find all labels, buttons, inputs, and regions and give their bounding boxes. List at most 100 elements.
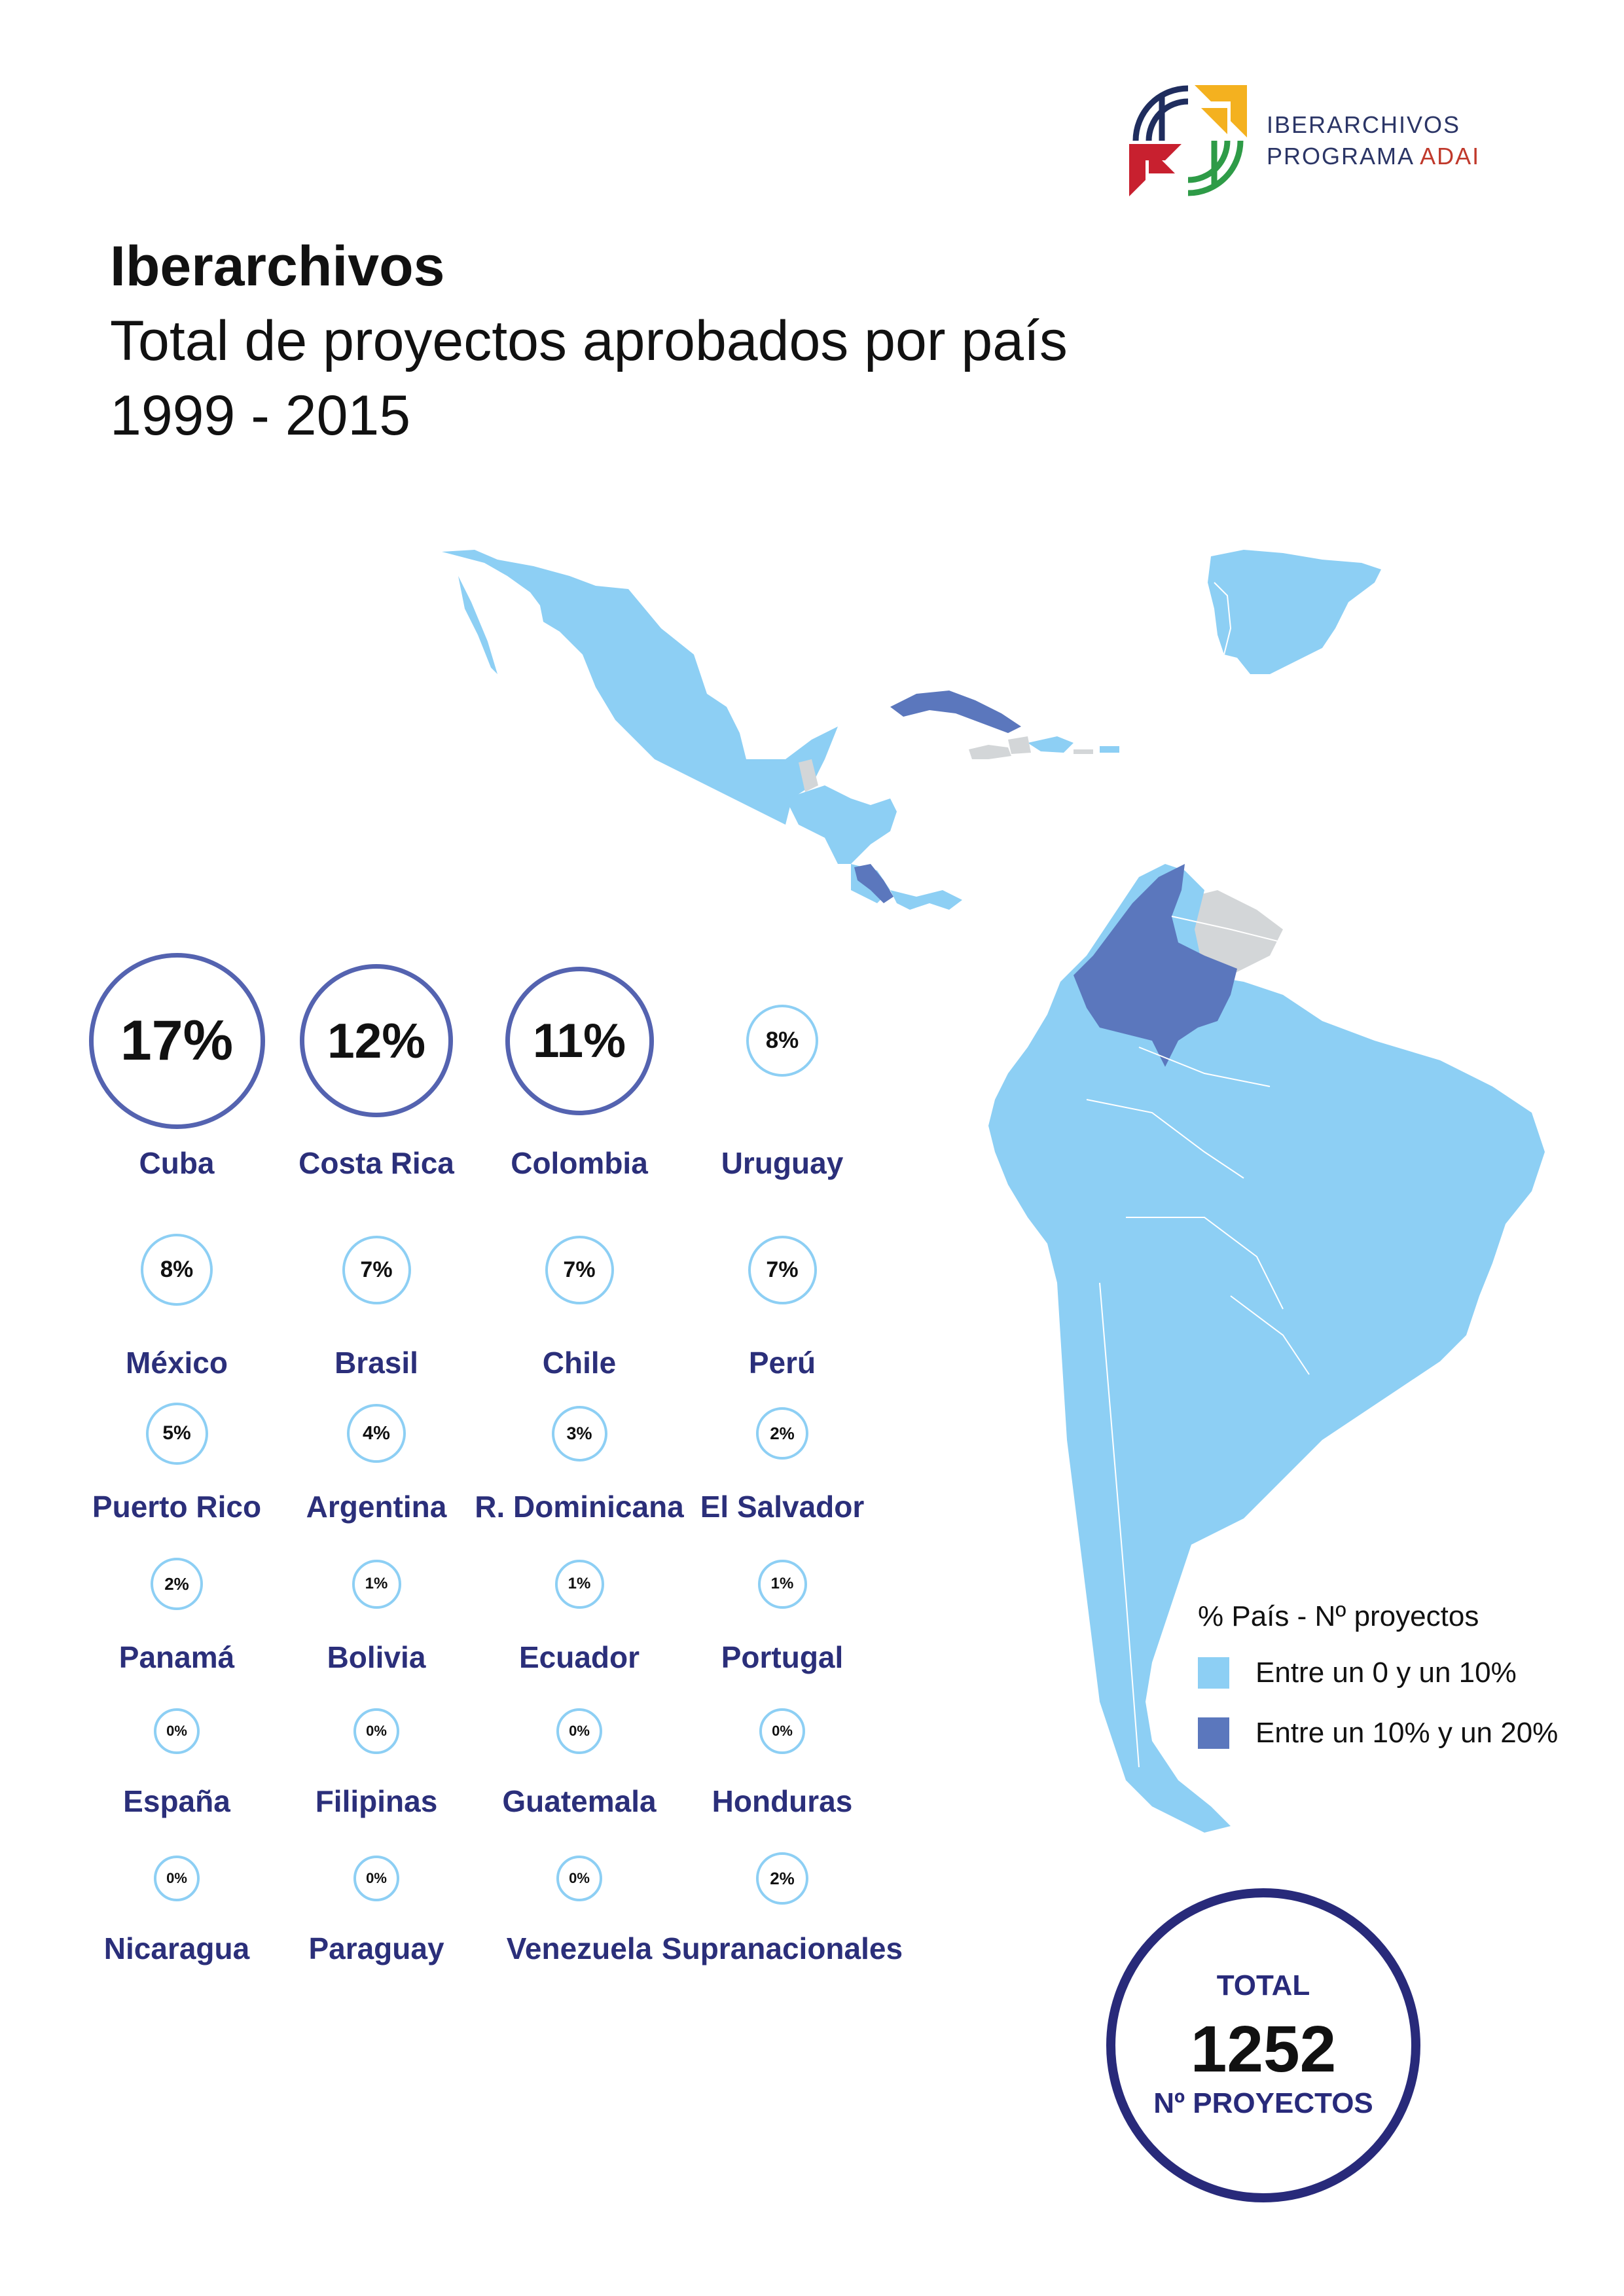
percent-ring: 3% — [551, 1405, 607, 1462]
percent-ring: 17% — [88, 952, 265, 1129]
total-label: TOTAL — [1216, 1969, 1310, 2001]
country-label: Chile — [542, 1346, 617, 1380]
country-stat: 0% Honduras — [712, 1708, 852, 1818]
percent-ring: 7% — [748, 1235, 817, 1304]
country-stat: 2% Supranacionales — [662, 1852, 903, 1965]
percent-ring: 0% — [353, 1856, 399, 1901]
page-title: Iberarchivos Total de proyectos aprobado… — [110, 229, 1068, 453]
country-stat: 5% Puerto Rico — [92, 1402, 261, 1524]
country-stat: 2% El Salvador — [700, 1407, 864, 1524]
logo-accent: ADAI — [1420, 143, 1481, 170]
south-america-shape — [988, 864, 1545, 1833]
country-stat: 8% México — [126, 1234, 228, 1380]
percent-ring: 7% — [342, 1235, 411, 1304]
country-label: Cuba — [139, 1146, 215, 1180]
percent-ring: 8% — [141, 1234, 213, 1306]
country-label: Guatemala — [502, 1784, 657, 1818]
legend: % País - Nº proyectos Entre un 0 y un 10… — [1198, 1600, 1558, 1777]
country-stat: 4% Argentina — [306, 1404, 446, 1524]
country-label: Honduras — [712, 1784, 853, 1818]
country-stat: 0% Paraguay — [308, 1856, 444, 1965]
country-stat: 3% R. Dominicana — [475, 1405, 684, 1524]
country-label: Bolivia — [327, 1640, 426, 1674]
country-stat: 17% Cuba — [88, 952, 265, 1180]
total-unit: Nº PROYECTOS — [1153, 2087, 1373, 2119]
country-stat: 0% Venezuela — [507, 1856, 652, 1965]
legend-label-high: Entre un 10% y un 20% — [1255, 1717, 1559, 1749]
percent-ring: 7% — [545, 1235, 614, 1304]
percent-ring: 2% — [756, 1852, 808, 1905]
colombia-shape — [1074, 864, 1237, 1067]
country-label: Supranacionales — [661, 1931, 903, 1965]
percent-ring: 0% — [154, 1708, 200, 1754]
title-subtitle: Total de proyectos aprobados por país — [110, 310, 1068, 372]
country-label: Argentina — [306, 1490, 447, 1524]
iberia-shape — [1208, 550, 1381, 674]
title-years: 1999 - 2015 — [110, 384, 411, 447]
country-label: Paraguay — [308, 1931, 444, 1965]
percent-ring: 0% — [556, 1708, 602, 1754]
legend-label-low: Entre un 0 y un 10% — [1255, 1657, 1517, 1689]
percent-ring: 5% — [145, 1402, 208, 1465]
country-stat: 0% España — [123, 1708, 230, 1818]
country-label: Perú — [748, 1346, 816, 1380]
country-stat: 7% Chile — [543, 1235, 616, 1380]
logo-line1: IBERARCHIVOS — [1267, 111, 1461, 138]
logo-line2: PROGRAMA — [1267, 143, 1414, 170]
country-label: España — [123, 1784, 230, 1818]
iberarchivos-logo: IBERARCHIVOS PROGRAMA ADAI — [1123, 75, 1489, 206]
percent-ring: 2% — [151, 1558, 203, 1610]
legend-swatch-low — [1198, 1657, 1229, 1689]
country-stat: 0% Nicaragua — [104, 1856, 249, 1965]
percent-ring: 1% — [554, 1559, 604, 1609]
percent-ring: 1% — [352, 1559, 401, 1609]
country-stat: 0% Guatemala — [502, 1708, 657, 1818]
total-badge: TOTAL 1252 Nº PROYECTOS — [1106, 1888, 1420, 2202]
mexico-shape — [442, 550, 838, 825]
legend-swatch-high — [1198, 1717, 1229, 1749]
country-stat: 1% Bolivia — [327, 1559, 425, 1674]
country-label: Panamá — [118, 1640, 235, 1674]
legend-item-low: Entre un 0 y un 10% — [1198, 1657, 1558, 1689]
country-stat: 11% Colombia — [505, 966, 654, 1180]
country-stat: 2% Panamá — [119, 1558, 234, 1674]
country-label: Nicaragua — [103, 1931, 250, 1965]
country-label: Uruguay — [721, 1146, 844, 1180]
cuba-shape — [890, 691, 1021, 733]
country-stat: 0% Filipinas — [316, 1708, 437, 1818]
percent-ring: 0% — [556, 1856, 602, 1901]
country-stat: 8% Uruguay — [721, 1005, 843, 1180]
total-value: 1252 — [1190, 2013, 1337, 2086]
percent-ring: 11% — [505, 966, 654, 1115]
country-stat: 1% Ecuador — [519, 1559, 640, 1674]
legend-title: % País - Nº proyectos — [1198, 1600, 1479, 1632]
country-label: El Salvador — [700, 1490, 865, 1524]
country-stat: 12% Costa Rica — [298, 964, 454, 1180]
no-data-shapes — [799, 736, 1283, 982]
percent-ring: 2% — [756, 1407, 808, 1460]
country-label: Venezuela — [506, 1931, 653, 1965]
country-label: Costa Rica — [298, 1146, 454, 1180]
country-label: México — [126, 1346, 228, 1380]
percent-ring: 8% — [746, 1005, 818, 1077]
title-main: Iberarchivos — [110, 235, 445, 298]
country-borders — [1086, 582, 1310, 1768]
country-stat: 1% Portugal — [721, 1559, 843, 1674]
country-label: R. Dominicana — [475, 1490, 684, 1524]
percent-ring: 1% — [757, 1559, 807, 1609]
percent-ring: 0% — [759, 1708, 805, 1754]
globe-arrows-icon — [1129, 85, 1247, 196]
country-label: Colombia — [511, 1146, 648, 1180]
country-stat: 7% Perú — [748, 1235, 817, 1380]
caribbean-islands — [1028, 736, 1119, 753]
country-label: Ecuador — [518, 1640, 640, 1674]
percent-ring: 0% — [353, 1708, 399, 1754]
panama-shape — [890, 890, 962, 910]
percent-ring: 4% — [347, 1404, 406, 1463]
choropleth-map — [442, 550, 1545, 1833]
country-label: Puerto Rico — [92, 1490, 262, 1524]
country-label: Filipinas — [315, 1784, 438, 1818]
legend-item-high: Entre un 10% y un 20% — [1198, 1717, 1558, 1749]
country-stat: 7% Brasil — [334, 1235, 418, 1380]
costa-rica-shape — [854, 864, 893, 903]
